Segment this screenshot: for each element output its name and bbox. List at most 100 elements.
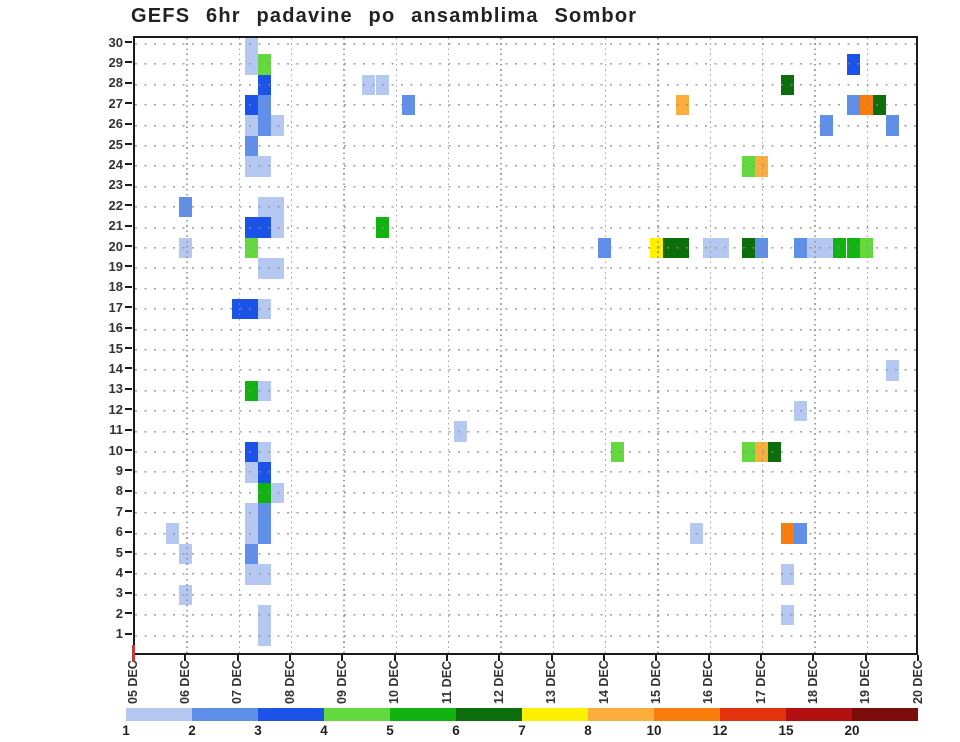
y-tick-label: 29 — [108, 54, 123, 70]
y-tick — [125, 306, 132, 309]
plot-area — [133, 36, 918, 655]
y-tick-label: 21 — [108, 218, 123, 234]
x-tick — [864, 655, 867, 661]
row-gridline — [135, 532, 916, 535]
x-tick — [289, 655, 291, 661]
row-gridline — [135, 104, 916, 107]
y-tick — [125, 81, 132, 84]
y-tick-label: 3 — [115, 585, 123, 601]
day-gridline — [866, 38, 869, 653]
x-tick — [393, 655, 396, 661]
legend-segment — [654, 708, 720, 721]
legend-tick-label: 5 — [386, 723, 394, 738]
y-tick — [125, 245, 132, 247]
y-tick-label: 17 — [108, 299, 123, 315]
legend-segment — [720, 708, 786, 721]
legend-segment — [126, 708, 192, 721]
row-gridline — [135, 287, 916, 290]
y-tick-label: 24 — [108, 156, 123, 172]
y-tick-label: 14 — [108, 360, 123, 376]
x-date-label: 19 DEC — [858, 660, 873, 704]
y-tick — [125, 367, 132, 370]
legend-segment — [588, 708, 654, 721]
row-gridline — [135, 83, 916, 86]
legend-tick-label: 12 — [712, 723, 728, 738]
x-tick — [655, 655, 658, 661]
day-gridline — [762, 38, 764, 653]
y-tick — [125, 326, 132, 329]
legend-tick-label: 4 — [320, 723, 328, 738]
grid-layer — [135, 38, 916, 653]
x-tick — [603, 655, 605, 661]
row-gridline — [135, 206, 916, 209]
day-gridline — [657, 38, 659, 653]
y-tick-label: 10 — [108, 442, 123, 458]
legend-tick-label: 6 — [452, 723, 460, 738]
y-tick-label: 6 — [115, 524, 123, 540]
y-tick-label: 16 — [108, 320, 123, 336]
row-gridline — [135, 267, 916, 270]
row-gridline — [135, 451, 916, 453]
row-gridline — [135, 185, 916, 188]
x-tick — [498, 655, 501, 661]
x-date-label: 06 DEC — [177, 660, 192, 704]
y-tick — [125, 591, 132, 594]
x-tick — [707, 655, 710, 661]
y-tick — [125, 408, 132, 411]
y-tick — [125, 41, 132, 43]
origin-marker — [132, 645, 135, 662]
day-gridline — [238, 38, 241, 653]
y-tick — [125, 510, 132, 513]
day-gridline — [448, 38, 450, 653]
day-gridline — [291, 38, 293, 653]
legend-segment — [192, 708, 258, 721]
y-tick-label: 13 — [108, 381, 123, 397]
legend-segment — [258, 708, 324, 721]
row-gridline — [135, 145, 916, 147]
row-gridline — [135, 410, 916, 413]
y-tick — [125, 61, 132, 64]
y-tick-label: 4 — [115, 564, 123, 580]
y-tick — [125, 449, 132, 451]
row-gridline — [135, 593, 916, 596]
y-tick — [125, 428, 132, 431]
x-date-label: 14 DEC — [596, 660, 611, 704]
y-tick-label: 30 — [108, 34, 123, 50]
legend-tick-label: 10 — [646, 723, 662, 738]
cells-layer — [135, 38, 916, 653]
legend-tick-label: 20 — [844, 723, 860, 738]
row-gridline — [135, 512, 916, 515]
x-date-label: 08 DEC — [282, 660, 297, 704]
day-gridline — [814, 38, 816, 653]
row-gridline — [135, 471, 916, 474]
y-tick-label: 12 — [108, 401, 123, 417]
x-tick — [812, 655, 815, 661]
y-tick — [125, 163, 132, 166]
x-date-label: 12 DEC — [491, 660, 506, 704]
y-tick — [125, 204, 132, 207]
day-gridline — [709, 38, 712, 653]
row-gridline — [135, 165, 916, 168]
row-gridline — [135, 328, 916, 331]
y-tick — [125, 143, 132, 145]
y-tick-label: 28 — [108, 75, 123, 91]
y-tick-label: 9 — [115, 462, 123, 478]
y-tick — [125, 122, 132, 125]
row-gridline — [135, 349, 916, 351]
y-tick — [125, 632, 132, 635]
x-date-label: 20 DEC — [910, 660, 925, 704]
y-tick-label: 20 — [108, 238, 123, 254]
legend-tick-label: 15 — [778, 723, 794, 738]
row-gridline — [135, 63, 916, 66]
day-gridline — [500, 38, 502, 653]
y-tick-label: 23 — [108, 177, 123, 193]
x-date-label: 15 DEC — [648, 660, 663, 704]
day-gridline — [605, 38, 607, 653]
row-gridline — [135, 43, 916, 45]
y-tick-label: 18 — [108, 279, 123, 295]
y-tick-label: 8 — [115, 483, 123, 499]
legend-segment — [390, 708, 456, 721]
grid-cell — [244, 38, 258, 55]
day-gridline — [343, 38, 345, 653]
